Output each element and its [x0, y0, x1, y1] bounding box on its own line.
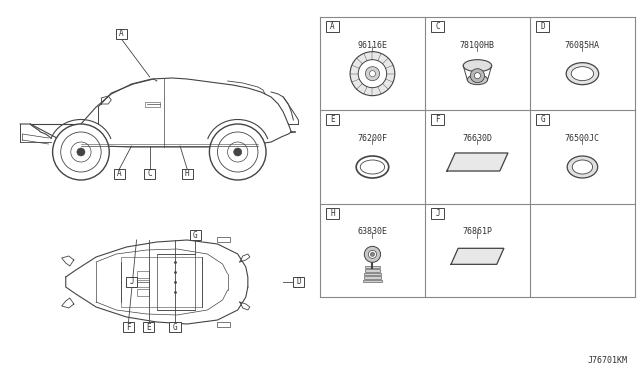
Bar: [218, 322, 230, 327]
Bar: [114, 169, 125, 179]
Text: H: H: [330, 209, 335, 218]
Text: G: G: [173, 323, 177, 331]
Bar: [143, 322, 154, 332]
Text: F: F: [126, 323, 131, 331]
Ellipse shape: [467, 75, 488, 85]
Text: 76085HA: 76085HA: [565, 41, 600, 49]
Bar: [536, 21, 549, 32]
Circle shape: [358, 60, 387, 88]
Text: D: D: [296, 278, 301, 286]
Bar: [136, 280, 148, 287]
Bar: [364, 273, 381, 275]
Bar: [122, 257, 202, 307]
Bar: [218, 237, 230, 242]
Text: E: E: [330, 115, 335, 124]
Text: G: G: [193, 231, 198, 240]
Circle shape: [365, 67, 380, 81]
Text: 96116E: 96116E: [358, 41, 387, 49]
Bar: [157, 254, 195, 310]
Ellipse shape: [572, 160, 593, 174]
Circle shape: [369, 250, 376, 258]
Polygon shape: [66, 240, 248, 324]
Circle shape: [209, 124, 266, 180]
Polygon shape: [30, 78, 291, 147]
Bar: [136, 271, 148, 278]
Bar: [365, 269, 380, 272]
Circle shape: [369, 71, 376, 77]
Text: D: D: [540, 22, 545, 31]
Polygon shape: [447, 153, 508, 171]
Text: J: J: [129, 278, 134, 286]
Bar: [144, 169, 156, 179]
Ellipse shape: [567, 156, 598, 178]
Circle shape: [470, 69, 484, 83]
Circle shape: [474, 73, 481, 78]
Bar: [123, 322, 134, 332]
Bar: [536, 114, 549, 125]
Bar: [136, 289, 148, 296]
Text: 76630D: 76630D: [463, 134, 492, 143]
Bar: [431, 208, 444, 219]
Circle shape: [371, 252, 374, 256]
Text: C: C: [435, 22, 440, 31]
Polygon shape: [451, 248, 504, 264]
Text: 63830E: 63830E: [358, 227, 387, 236]
Bar: [431, 114, 444, 125]
Circle shape: [234, 148, 242, 156]
Text: J: J: [435, 209, 440, 218]
Circle shape: [350, 52, 395, 96]
Bar: [145, 102, 160, 107]
Bar: [326, 208, 339, 219]
Text: A: A: [119, 29, 124, 38]
Ellipse shape: [463, 60, 492, 72]
Text: F: F: [435, 115, 440, 124]
Bar: [326, 114, 339, 125]
Text: J76701KM: J76701KM: [588, 356, 627, 365]
Bar: [116, 29, 127, 39]
Bar: [126, 277, 137, 287]
Text: C: C: [147, 170, 152, 179]
Bar: [189, 230, 201, 240]
Text: 76500JC: 76500JC: [565, 134, 600, 143]
Text: H: H: [185, 170, 189, 179]
Circle shape: [52, 124, 109, 180]
Text: A: A: [330, 22, 335, 31]
Bar: [293, 277, 304, 287]
Bar: [182, 169, 193, 179]
Circle shape: [77, 148, 85, 156]
Bar: [170, 322, 180, 332]
Ellipse shape: [572, 67, 594, 81]
Text: 78100HB: 78100HB: [460, 41, 495, 49]
Text: G: G: [540, 115, 545, 124]
Text: 76861P: 76861P: [463, 227, 492, 236]
Bar: [365, 266, 380, 268]
Text: E: E: [147, 323, 151, 331]
Bar: [431, 21, 444, 32]
Ellipse shape: [566, 62, 598, 85]
Circle shape: [364, 246, 381, 262]
Bar: [364, 280, 381, 282]
Bar: [364, 276, 381, 279]
Bar: [326, 21, 339, 32]
Text: A: A: [117, 170, 122, 179]
Text: 76200F: 76200F: [358, 134, 387, 143]
